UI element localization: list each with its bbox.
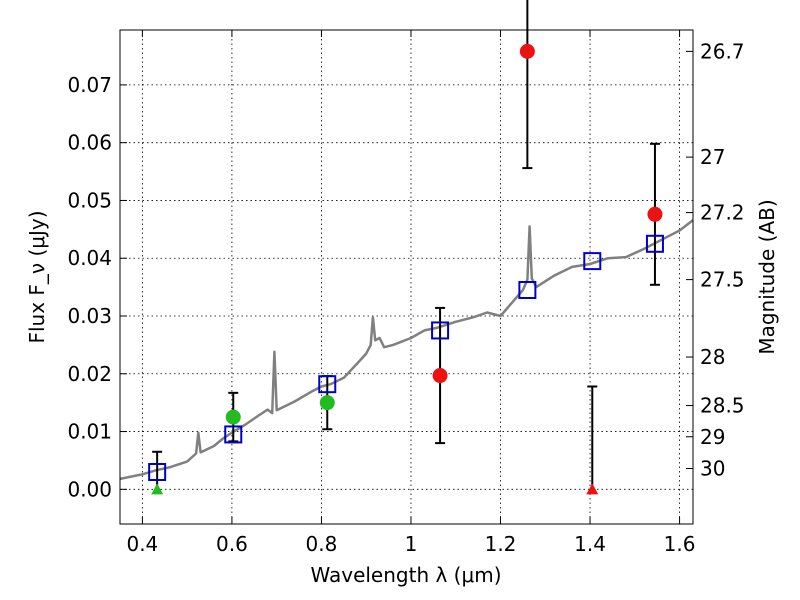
model-band-point [645,234,664,253]
model-band-point [518,281,537,299]
grid [120,30,693,524]
mag-tick-label: 30 [700,457,725,481]
y-tick-label: 0.07 [67,73,112,97]
model-band-point [431,321,450,340]
y2-axis-label: Magnitude (AB) [755,199,779,354]
mag-tick-label: 27.5 [700,268,745,292]
y-tick-label: 0.02 [67,362,112,386]
mag-tick-label: 27.2 [700,201,745,225]
y-tick-label: 0.03 [67,304,112,328]
mag-tick-label: 29 [700,425,725,449]
detection-point [319,395,335,411]
points-layer [148,43,664,495]
mag-tick-label: 28.5 [700,394,745,418]
detection-point [519,43,535,59]
y-tick-label: 0.06 [67,131,112,155]
plot-frame [119,29,694,525]
x-tick-label: 1.6 [664,532,696,556]
y-tick-label: 0.01 [67,420,112,444]
model-band-point [224,425,243,444]
x-tick-label: 0.4 [126,532,158,556]
detection-point [647,206,663,222]
x-tick-label: 1.4 [574,532,606,556]
y-tick-label: 0.05 [67,188,112,212]
mag-tick-label: 27 [700,145,725,169]
mag-tick-label: 26.7 [700,39,745,63]
detection-point [225,409,241,425]
model-spectrum-layer [119,219,694,481]
x-tick-label: 0.6 [216,532,248,556]
ticks-layer: 0.4 0.6 0.8 1 1.2 1.4 1.6 0.00 0.01 0.02 0.03 0.04 0… [67,30,745,556]
detection-point [432,368,448,384]
model-spectrum-line [119,219,694,481]
model-band-point [583,252,602,271]
y-tick-label: 0.00 [67,477,112,501]
model-band-point [318,375,337,394]
model-band-point [148,463,167,481]
x-tick-label: 1.2 [485,532,517,556]
x-tick-label: 0.8 [306,532,338,556]
y-axis-label: Flux F_ν (μJy) [25,210,49,343]
non-detection-marker [151,483,164,495]
y-tick-label: 0.04 [67,246,112,270]
x-axis-label: Wavelength λ (μm) [310,563,501,587]
plot-area [120,30,693,524]
mag-tick-label: 28 [700,345,725,369]
non-detection-marker [586,483,599,495]
x-tick-label: 1 [405,532,418,556]
